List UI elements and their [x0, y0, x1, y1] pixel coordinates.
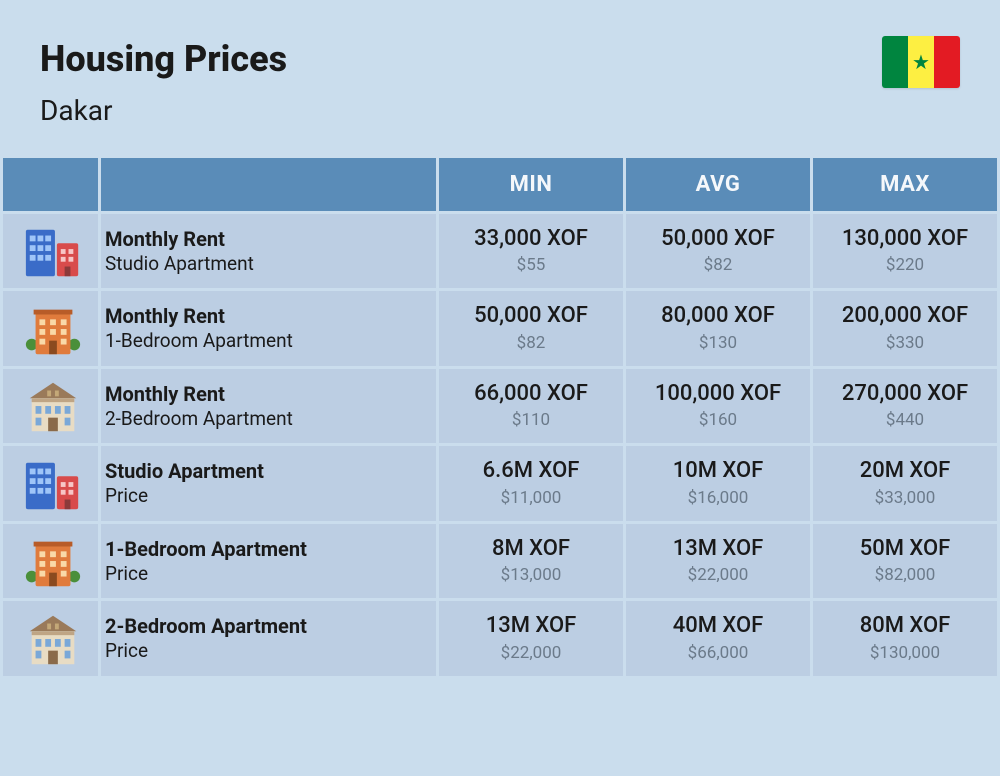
house-icon [3, 369, 98, 443]
value-primary: 200,000 XOF [823, 303, 987, 329]
row-label: Monthly Rent1-Bedroom Apartment [101, 291, 436, 365]
value-primary: 66,000 XOF [449, 381, 613, 407]
cell-max: 130,000 XOF$220 [813, 214, 997, 288]
table-row: 2-Bedroom ApartmentPrice 13M XOF $22,000 40… [3, 601, 997, 675]
value-primary: 10M XOF [636, 458, 800, 484]
value-secondary: $13,000 [449, 564, 613, 586]
flag-stripe-red [934, 36, 960, 88]
value-primary: 6.6M XOF [449, 458, 613, 484]
row-title: 1-Bedroom Apartment [105, 537, 426, 562]
cell-max: 50M XOF$82,000 [813, 524, 997, 598]
row-subtitle: Price [105, 639, 426, 663]
value-secondary: $33,000 [823, 487, 987, 509]
value-secondary: $330 [823, 332, 987, 354]
value-primary: 40M XOF [636, 613, 800, 639]
row-title: Studio Apartment [105, 459, 426, 484]
cell-avg: 80,000 XOF $130 [626, 291, 810, 365]
header-icon-col [3, 158, 98, 211]
value-primary: 100,000 XOF [636, 381, 800, 407]
cell-avg: 50,000 XOF$82 [626, 214, 810, 288]
value-secondary: $66,000 [636, 642, 800, 664]
value-primary: 130,000 XOF [823, 226, 987, 252]
table-row: 1-Bedroom ApartmentPrice8M XOF$13,00013M… [3, 524, 997, 598]
row-subtitle: 2-Bedroom Apartment [105, 407, 426, 431]
header: Housing Prices Dakar ★ [0, 0, 1000, 155]
cell-max: 20M XOF $33,000 [813, 446, 997, 520]
header-max: MAX [813, 158, 997, 211]
table-row: Studio ApartmentPrice 6.6M XOF $11,000 10M … [3, 446, 997, 520]
row-subtitle: Studio Apartment [105, 252, 426, 276]
value-primary: 50,000 XOF [636, 226, 800, 252]
row-label: 2-Bedroom ApartmentPrice [101, 601, 436, 675]
page-title: Housing Prices [40, 38, 960, 80]
flag-star-icon: ★ [912, 52, 930, 72]
city-name: Dakar [40, 94, 960, 127]
cell-min: 8M XOF$13,000 [439, 524, 623, 598]
value-primary: 80,000 XOF [636, 303, 800, 329]
header-min: MIN [439, 158, 623, 211]
value-secondary: $160 [636, 409, 800, 431]
cell-min: 66,000 XOF$110 [439, 369, 623, 443]
cell-min: 6.6M XOF $11,000 [439, 446, 623, 520]
row-title: Monthly Rent [105, 382, 426, 407]
cell-max: 270,000 XOF$440 [813, 369, 997, 443]
cell-avg: 100,000 XOF$160 [626, 369, 810, 443]
cell-avg: 13M XOF$22,000 [626, 524, 810, 598]
cell-max: 80M XOF $130,000 [813, 601, 997, 675]
table-row: Monthly Rent1-Bedroom Apartment50,000 XO… [3, 291, 997, 365]
value-secondary: $82 [636, 254, 800, 276]
cell-max: 200,000 XOF $330 [813, 291, 997, 365]
value-secondary: $11,000 [449, 487, 613, 509]
flag-stripe-yellow: ★ [908, 36, 934, 88]
value-primary: 50,000 XOF [449, 303, 613, 329]
value-secondary: $22,000 [449, 642, 613, 664]
value-primary: 13M XOF [449, 613, 613, 639]
row-subtitle: Price [105, 562, 426, 586]
table-row: Monthly RentStudio Apartment33,000 XOF$5… [3, 214, 997, 288]
value-secondary: $220 [823, 254, 987, 276]
flag-stripe-green [882, 36, 908, 88]
row-title: Monthly Rent [105, 304, 426, 329]
value-secondary: $110 [449, 409, 613, 431]
value-secondary: $55 [449, 254, 613, 276]
row-label: Monthly RentStudio Apartment [101, 214, 436, 288]
apartment-icon [3, 291, 98, 365]
country-flag-icon: ★ [882, 36, 960, 88]
buildings-icon [3, 446, 98, 520]
value-secondary: $440 [823, 409, 987, 431]
row-label: Monthly Rent2-Bedroom Apartment [101, 369, 436, 443]
header-avg: AVG [626, 158, 810, 211]
cell-min: 13M XOF $22,000 [439, 601, 623, 675]
value-secondary: $16,000 [636, 487, 800, 509]
value-secondary: $82,000 [823, 564, 987, 586]
house-icon [3, 601, 98, 675]
value-primary: 13M XOF [636, 536, 800, 562]
row-label: Studio ApartmentPrice [101, 446, 436, 520]
value-secondary: $130,000 [823, 642, 987, 664]
row-label: 1-Bedroom ApartmentPrice [101, 524, 436, 598]
table-row: Monthly Rent2-Bedroom Apartment66,000 XO… [3, 369, 997, 443]
value-primary: 33,000 XOF [449, 226, 613, 252]
buildings-icon [3, 214, 98, 288]
value-secondary: $82 [449, 332, 613, 354]
pricing-table: MIN AVG MAX Monthly RentStudio Apartment… [0, 155, 1000, 679]
row-subtitle: 1-Bedroom Apartment [105, 329, 426, 353]
cell-min: 33,000 XOF$55 [439, 214, 623, 288]
value-primary: 20M XOF [823, 458, 987, 484]
header-label-col [101, 158, 436, 211]
value-primary: 80M XOF [823, 613, 987, 639]
value-primary: 270,000 XOF [823, 381, 987, 407]
cell-avg: 10M XOF $16,000 [626, 446, 810, 520]
row-subtitle: Price [105, 484, 426, 508]
table-header-row: MIN AVG MAX [3, 158, 997, 211]
row-title: Monthly Rent [105, 227, 426, 252]
value-primary: 50M XOF [823, 536, 987, 562]
value-primary: 8M XOF [449, 536, 613, 562]
value-secondary: $22,000 [636, 564, 800, 586]
cell-min: 50,000 XOF $82 [439, 291, 623, 365]
cell-avg: 40M XOF $66,000 [626, 601, 810, 675]
row-title: 2-Bedroom Apartment [105, 614, 426, 639]
apartment-icon [3, 524, 98, 598]
value-secondary: $130 [636, 332, 800, 354]
